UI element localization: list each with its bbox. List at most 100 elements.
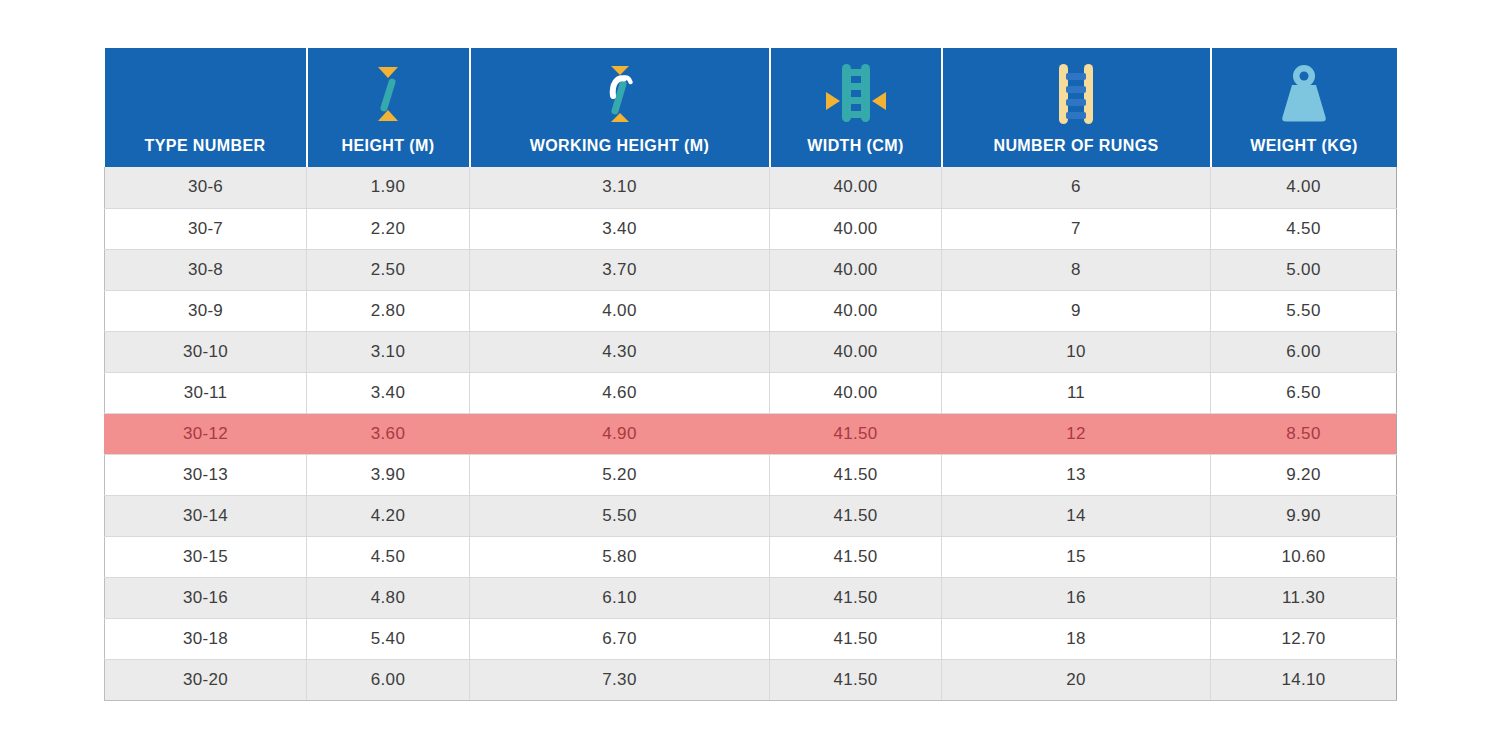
cell-type-number: 30-12 [105,413,307,454]
cell-width-cm: 40.00 [770,372,942,413]
table-row[interactable]: 30-185.406.7041.501812.70 [105,618,1397,659]
table-row[interactable]: 30-61.903.1040.0064.00 [105,167,1397,208]
cell-width-cm: 41.50 [770,659,942,700]
cell-height-m: 5.40 [307,618,470,659]
cell-rungs: 7 [942,208,1211,249]
table-row[interactable]: 30-72.203.4040.0074.50 [105,208,1397,249]
cell-type-number: 30-14 [105,495,307,536]
cell-width-cm: 41.50 [770,577,942,618]
cell-rungs: 20 [942,659,1211,700]
table-row[interactable]: 30-113.404.6040.00116.50 [105,372,1397,413]
cell-weight-kg: 5.50 [1211,290,1397,331]
cell-rungs: 16 [942,577,1211,618]
table-row[interactable]: 30-82.503.7040.0085.00 [105,249,1397,290]
column-label: TYPE NUMBER [145,137,266,155]
cell-weight-kg: 10.60 [1211,536,1397,577]
column-label: NUMBER OF RUNGS [993,137,1158,155]
cell-weight-kg: 9.20 [1211,454,1397,495]
cell-weight-kg: 5.00 [1211,249,1397,290]
cell-weight-kg: 11.30 [1211,577,1397,618]
cell-type-number: 30-8 [105,249,307,290]
cell-height-m: 3.40 [307,372,470,413]
cell-working-height-m: 4.90 [470,413,770,454]
cell-weight-kg: 12.70 [1211,618,1397,659]
ladder-spec-table: TYPE NUMBER HEIGHT (M) [104,48,1397,701]
cell-working-height-m: 5.80 [470,536,770,577]
table-row[interactable]: 30-144.205.5041.50149.90 [105,495,1397,536]
cell-type-number: 30-11 [105,372,307,413]
table-row[interactable]: 30-123.604.9041.50128.50 [105,413,1397,454]
weight-icon [1275,61,1333,127]
table-header: TYPE NUMBER HEIGHT (M) [105,48,1397,167]
cell-height-m: 6.00 [307,659,470,700]
table-row[interactable]: 30-206.007.3041.502014.10 [105,659,1397,700]
cell-weight-kg: 8.50 [1211,413,1397,454]
column-label: WIDTH (CM) [807,137,903,155]
cell-rungs: 11 [942,372,1211,413]
cell-weight-kg: 6.00 [1211,331,1397,372]
cell-working-height-m: 5.20 [470,454,770,495]
cell-type-number: 30-15 [105,536,307,577]
cell-type-number: 30-7 [105,208,307,249]
cell-type-number: 30-20 [105,659,307,700]
cell-working-height-m: 4.30 [470,331,770,372]
cell-type-number: 30-13 [105,454,307,495]
cell-working-height-m: 6.70 [470,618,770,659]
cell-weight-kg: 4.50 [1211,208,1397,249]
cell-weight-kg: 14.10 [1211,659,1397,700]
cell-height-m: 3.60 [307,413,470,454]
table-row[interactable]: 30-92.804.0040.0095.50 [105,290,1397,331]
table-row[interactable]: 30-154.505.8041.501510.60 [105,536,1397,577]
cell-weight-kg: 9.90 [1211,495,1397,536]
header-working-height: WORKING HEIGHT (M) [470,48,770,167]
spec-table-container: TYPE NUMBER HEIGHT (M) [104,48,1396,701]
cell-rungs: 15 [942,536,1211,577]
cell-height-m: 2.50 [307,249,470,290]
cell-height-m: 3.10 [307,331,470,372]
cell-working-height-m: 4.00 [470,290,770,331]
cell-working-height-m: 6.10 [470,577,770,618]
cell-width-cm: 40.00 [770,249,942,290]
cell-rungs: 14 [942,495,1211,536]
cell-rungs: 9 [942,290,1211,331]
cell-rungs: 8 [942,249,1211,290]
cell-type-number: 30-16 [105,577,307,618]
cell-width-cm: 40.00 [770,208,942,249]
cell-height-m: 4.20 [307,495,470,536]
cell-width-cm: 41.50 [770,413,942,454]
cell-height-m: 1.90 [307,167,470,208]
cell-height-m: 4.50 [307,536,470,577]
cell-working-height-m: 3.40 [470,208,770,249]
table-body: 30-61.903.1040.0064.0030-72.203.4040.007… [105,167,1397,700]
cell-width-cm: 41.50 [770,495,942,536]
cell-width-cm: 40.00 [770,331,942,372]
cell-height-m: 3.90 [307,454,470,495]
column-label: WORKING HEIGHT (M) [530,137,710,155]
cell-rungs: 12 [942,413,1211,454]
cell-type-number: 30-18 [105,618,307,659]
cell-width-cm: 40.00 [770,167,942,208]
cell-weight-kg: 6.50 [1211,372,1397,413]
cell-height-m: 2.20 [307,208,470,249]
table-row[interactable]: 30-133.905.2041.50139.20 [105,454,1397,495]
cell-working-height-m: 3.10 [470,167,770,208]
header-weight: WEIGHT (KG) [1211,48,1397,167]
cell-width-cm: 40.00 [770,290,942,331]
cell-rungs: 6 [942,167,1211,208]
header-height: HEIGHT (M) [307,48,470,167]
table-row[interactable]: 30-164.806.1041.501611.30 [105,577,1397,618]
cell-height-m: 2.80 [307,290,470,331]
cell-rungs: 18 [942,618,1211,659]
cell-rungs: 13 [942,454,1211,495]
cell-working-height-m: 7.30 [470,659,770,700]
cell-working-height-m: 3.70 [470,249,770,290]
column-label: WEIGHT (KG) [1250,137,1358,155]
cell-type-number: 30-10 [105,331,307,372]
cell-width-cm: 41.50 [770,454,942,495]
table-row[interactable]: 30-103.104.3040.00106.00 [105,331,1397,372]
cell-working-height-m: 4.60 [470,372,770,413]
ladder-rungs-icon [1052,61,1100,127]
cell-rungs: 10 [942,331,1211,372]
header-type-number: TYPE NUMBER [105,48,307,167]
header-rungs: NUMBER OF RUNGS [942,48,1211,167]
